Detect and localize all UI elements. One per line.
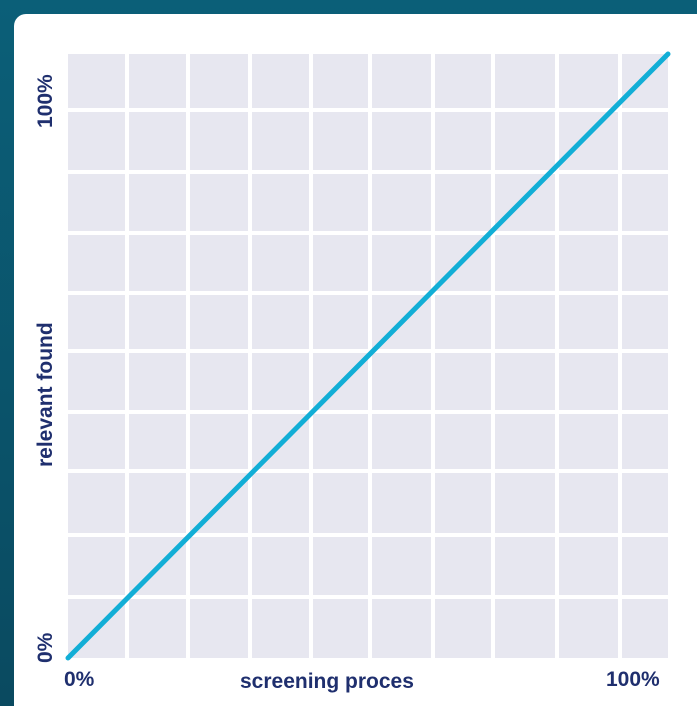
y-tick-label-min: 0% — [34, 632, 57, 663]
x-tick-label-min: 0% — [64, 668, 95, 691]
y-axis-label: relevant found — [34, 322, 57, 467]
series-layer — [65, 51, 671, 661]
x-tick-label-max: 100% — [606, 668, 660, 691]
grid-lines — [68, 54, 668, 658]
y-tick-label-max: 100% — [34, 74, 57, 128]
series-line-1 — [65, 51, 671, 661]
x-axis-label: screening proces — [240, 670, 414, 693]
